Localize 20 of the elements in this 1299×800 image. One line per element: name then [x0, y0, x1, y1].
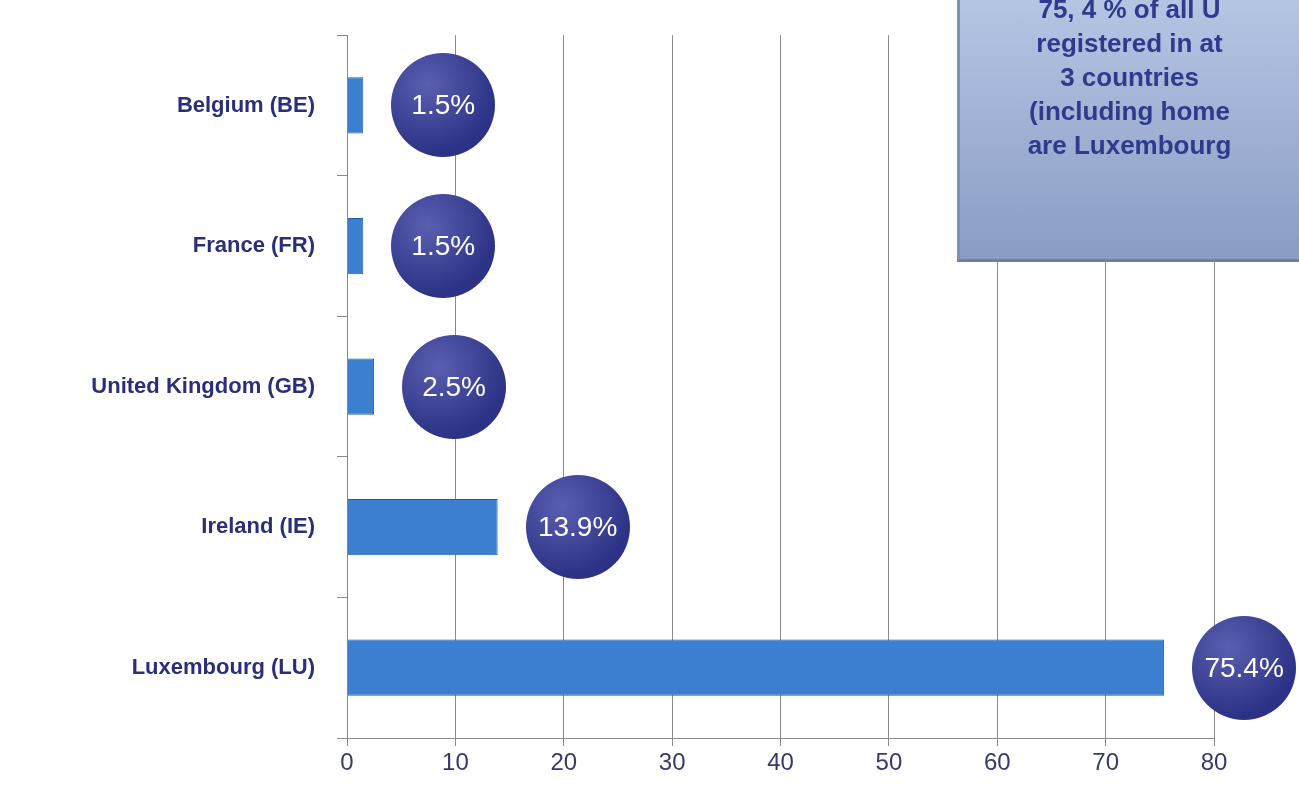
data-label: 75.4% [1203, 650, 1285, 685]
data-label: 13.9% [536, 510, 619, 545]
x-tick-label: 80 [1200, 748, 1228, 776]
data-label: 2.5% [421, 369, 487, 404]
data-label: 1.5% [410, 88, 477, 123]
y-tick-label: Belgium (BE) [176, 91, 315, 117]
x-tick-label: 10 [442, 748, 469, 776]
y-tick-label: Luxembourg (LU) [131, 653, 315, 679]
x-tick-label: 60 [983, 748, 1011, 776]
data-label: 1.5% [410, 229, 477, 264]
y-tick-label: United Kingdom (GB) [91, 372, 315, 398]
x-tick-label: 50 [875, 748, 903, 776]
x-tick-label: 40 [767, 748, 794, 776]
x-tick-label: 30 [658, 748, 686, 776]
x-tick-label: 20 [550, 748, 578, 776]
y-tick-label: France (FR) [192, 232, 315, 258]
x-tick-label: 70 [1092, 748, 1119, 776]
y-tick-label: Ireland (IE) [201, 513, 315, 539]
note-box: 75, 4 % of all U registered in at 3 countries (including home are Luxembourg [957, 0, 1299, 262]
x-tick-label: 0 [340, 748, 354, 776]
